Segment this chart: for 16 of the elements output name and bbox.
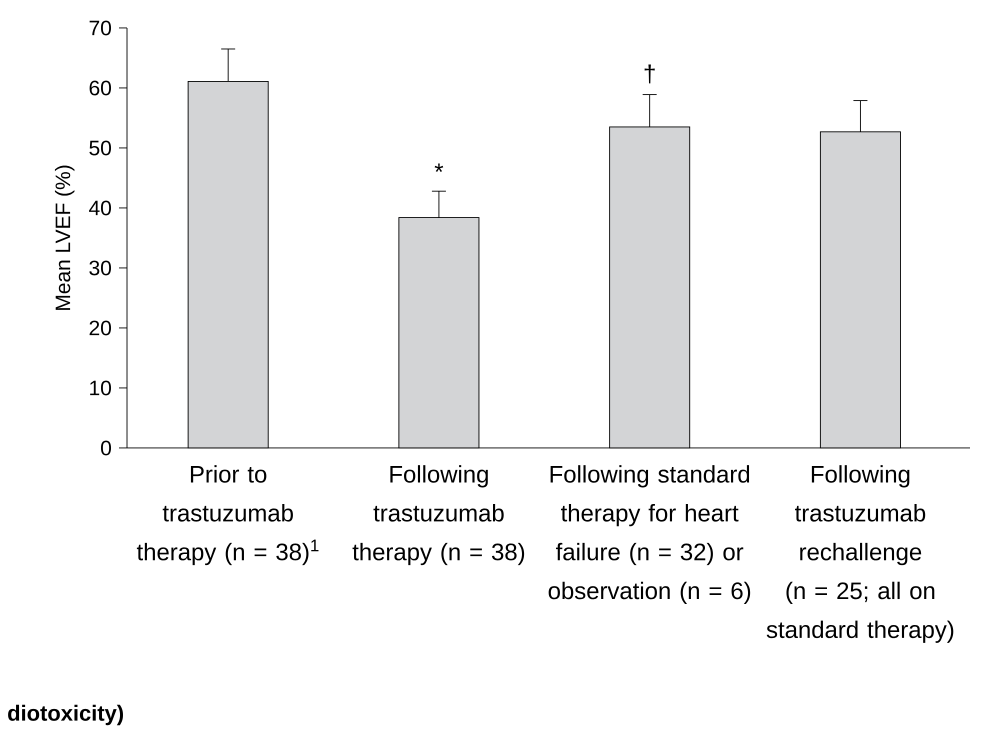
y-tick-label: 40 <box>89 200 112 216</box>
y-tick-label: 50 <box>89 140 112 156</box>
x-tick-label: Following trastuzumab therapy (n = 38) <box>352 465 524 566</box>
y-tick-label: 70 <box>90 20 112 36</box>
y-tick-label: 20 <box>90 320 112 336</box>
y-tick-label: 0 <box>101 440 112 456</box>
annotation: † <box>644 64 655 84</box>
y-axis-title: Mean LVEF (%) <box>54 166 74 310</box>
x-tick-label: Following standard therapy for heart failure (n = 32) or observation (n = 6) <box>548 465 750 604</box>
y-tick-label: 30 <box>89 260 112 276</box>
annotation: * <box>434 164 444 172</box>
text: diotoxicity) <box>8 704 123 726</box>
x-tick-label: Prior to trastuzumab therapy (n = 38)$^{1}$ <box>136 465 318 566</box>
y-tick-label: 10 <box>90 380 112 396</box>
y-tick-label: 60 <box>90 80 112 96</box>
x-tick-label: Following trastuzumab rechallenge (n = 25; all on standard therapy) <box>766 465 954 643</box>
